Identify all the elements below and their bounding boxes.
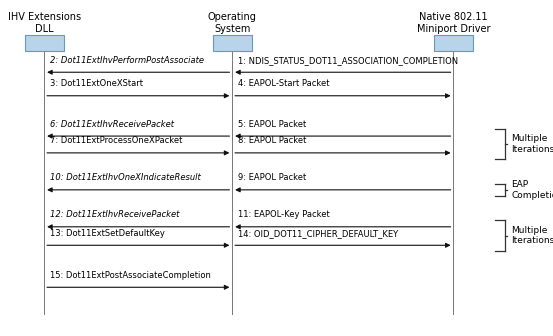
Text: 6: Dot11ExtIhvReceivePacket: 6: Dot11ExtIhvReceivePacket [50, 120, 174, 129]
Text: 12: Dot11ExtIhvReceivePacket: 12: Dot11ExtIhvReceivePacket [50, 210, 179, 219]
Text: IHV Extensions
DLL: IHV Extensions DLL [8, 12, 81, 34]
Text: 7: Dot11ExtProcessOneXPacket: 7: Dot11ExtProcessOneXPacket [50, 136, 182, 145]
Text: Multiple
Iterations: Multiple Iterations [512, 134, 553, 154]
Text: 9: EAPOL Packet: 9: EAPOL Packet [238, 173, 306, 182]
Text: 8: EAPOL Packet: 8: EAPOL Packet [238, 136, 306, 145]
Text: 4: EAPOL-Start Packet: 4: EAPOL-Start Packet [238, 79, 329, 88]
Text: 2: Dot11ExtIhvPerformPostAssociate: 2: Dot11ExtIhvPerformPostAssociate [50, 56, 204, 65]
Text: 1: NDIS_STATUS_DOT11_ASSOCIATION_COMPLETION: 1: NDIS_STATUS_DOT11_ASSOCIATION_COMPLET… [238, 56, 458, 65]
Text: 13: Dot11ExtSetDefaultKey: 13: Dot11ExtSetDefaultKey [50, 229, 165, 238]
Bar [434, 35, 473, 51]
Text: Multiple
Iterations: Multiple Iterations [512, 226, 553, 245]
Text: Native 802.11
Miniport Driver: Native 802.11 Miniport Driver [417, 12, 490, 34]
Text: 3: Dot11ExtOneXStart: 3: Dot11ExtOneXStart [50, 79, 143, 88]
Text: EAP
Completion: EAP Completion [512, 180, 553, 200]
Text: 5: EAPOL Packet: 5: EAPOL Packet [238, 120, 306, 129]
Text: 14: OID_DOT11_CIPHER_DEFAULT_KEY: 14: OID_DOT11_CIPHER_DEFAULT_KEY [238, 229, 398, 238]
Bar [213, 35, 252, 51]
Text: Operating
System: Operating System [208, 12, 257, 34]
Text: 11: EAPOL-Key Packet: 11: EAPOL-Key Packet [238, 210, 330, 219]
Text: 10: Dot11ExtIhvOneXIndicateResult: 10: Dot11ExtIhvOneXIndicateResult [50, 173, 201, 182]
Text: 15: Dot11ExtPostAssociateCompletion: 15: Dot11ExtPostAssociateCompletion [50, 271, 211, 280]
Bar [25, 35, 64, 51]
